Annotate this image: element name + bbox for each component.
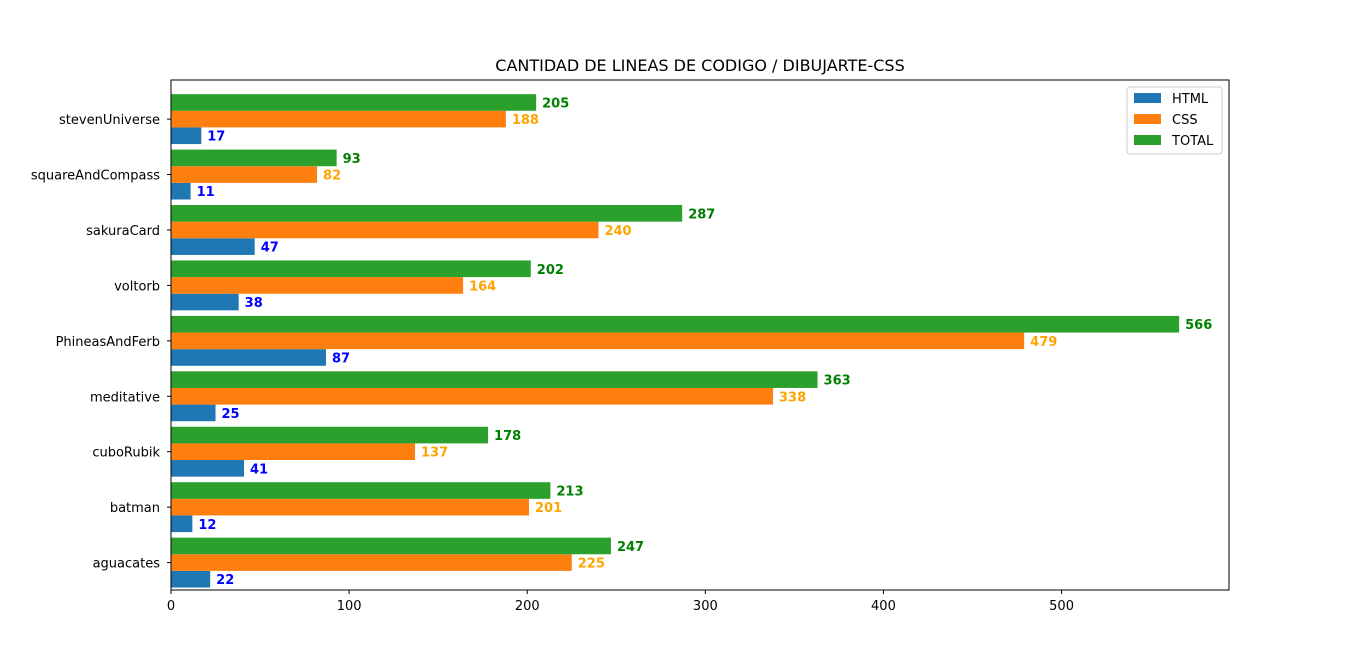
data-label-css-meditative: 338: [779, 390, 806, 405]
bar-total-squareAndCompass: [171, 149, 337, 167]
bar-css-batman: [171, 498, 530, 516]
data-label-html-voltorb: 38: [245, 296, 263, 311]
data-label-css-aguacates: 225: [578, 557, 605, 572]
bar-html-aguacates: [171, 570, 211, 588]
x-tick-label: 100: [337, 599, 362, 614]
y-tick-label: sakuraCard: [86, 224, 160, 239]
data-label-total-aguacates: 247: [617, 540, 644, 555]
data-label-total-meditative: 363: [824, 374, 851, 389]
data-label-html-stevenUniverse: 17: [207, 130, 225, 145]
bars-layer: [171, 94, 1180, 588]
x-tick-label: 500: [1049, 599, 1074, 614]
data-label-total-cuboRubik: 178: [494, 429, 521, 444]
y-tick-label: meditative: [90, 390, 160, 405]
data-label-css-stevenUniverse: 188: [512, 113, 539, 128]
data-label-css-batman: 201: [535, 501, 562, 516]
data-label-css-squareAndCompass: 82: [323, 169, 341, 184]
data-label-total-sakuraCard: 287: [688, 207, 715, 222]
bar-total-batman: [171, 482, 551, 499]
bar-total-voltorb: [171, 260, 531, 278]
bar-total-aguacates: [171, 537, 611, 555]
y-tick-label: batman: [110, 501, 160, 516]
y-tick-label: stevenUniverse: [59, 113, 160, 128]
legend: HTML CSS TOTAL: [1126, 86, 1223, 155]
legend-swatch-total: [1134, 135, 1161, 145]
data-label-css-voltorb: 164: [469, 279, 496, 294]
plot-frame: [170, 79, 1230, 591]
data-label-total-PhineasAndFerb: 566: [1185, 318, 1212, 333]
y-tick-label: voltorb: [114, 279, 160, 294]
data-label-total-squareAndCompass: 93: [343, 152, 361, 167]
chart-title: CANTIDAD DE LINEAS DE CODIGO / DIBUJARTE…: [495, 56, 904, 75]
legend-label-total: TOTAL: [1171, 134, 1214, 149]
bar-html-PhineasAndFerb: [171, 349, 326, 366]
bar-html-meditative: [171, 404, 216, 422]
data-label-html-meditative: 25: [222, 407, 240, 422]
bar-html-voltorb: [171, 293, 239, 311]
y-tick-label: squareAndCompass: [31, 169, 160, 184]
bar-css-cuboRubik: [171, 443, 416, 461]
legend-label-html: HTML: [1172, 92, 1209, 107]
bar-html-cuboRubik: [171, 460, 245, 477]
y-tick-label: PhineasAndFerb: [56, 335, 160, 350]
data-label-html-squareAndCompass: 11: [197, 185, 215, 200]
data-label-html-batman: 12: [198, 518, 216, 533]
data-label-total-batman: 213: [556, 485, 583, 500]
legend-swatch-css: [1134, 114, 1161, 124]
data-label-html-PhineasAndFerb: 87: [332, 351, 350, 366]
data-label-html-sakuraCard: 47: [261, 241, 279, 256]
data-label-css-cuboRubik: 137: [421, 446, 448, 461]
bar-html-stevenUniverse: [171, 127, 202, 145]
legend-swatch-html: [1134, 93, 1161, 103]
x-axis: 0 100 200 300 400 500: [167, 590, 1074, 614]
bar-html-sakuraCard: [171, 238, 255, 255]
y-tick-label: aguacates: [93, 557, 161, 572]
data-label-css-sakuraCard: 240: [604, 224, 631, 239]
y-axis: stevenUniverse squareAndCompass sakuraCard…: [31, 113, 171, 572]
y-tick-label: cuboRubik: [92, 446, 160, 461]
bar-css-stevenUniverse: [171, 110, 506, 128]
bar-total-cuboRubik: [171, 426, 489, 444]
bar-html-squareAndCompass: [171, 182, 191, 200]
data-label-css-PhineasAndFerb: 479: [1030, 335, 1057, 350]
bar-css-voltorb: [171, 277, 464, 294]
bar-total-stevenUniverse: [171, 94, 537, 111]
bar-total-PhineasAndFerb: [171, 315, 1180, 333]
data-label-html-aguacates: 22: [216, 573, 234, 588]
legend-label-css: CSS: [1172, 113, 1198, 128]
bar-css-squareAndCompass: [171, 166, 318, 183]
bar-css-PhineasAndFerb: [171, 332, 1025, 350]
data-label-html-cuboRubik: 41: [250, 462, 268, 477]
bar-css-sakuraCard: [171, 221, 599, 239]
bar-html-batman: [171, 515, 193, 533]
x-tick-label: 0: [167, 599, 175, 614]
data-label-total-stevenUniverse: 205: [542, 96, 569, 111]
bar-total-meditative: [171, 371, 818, 388]
x-tick-label: 200: [515, 599, 540, 614]
x-tick-label: 400: [871, 599, 896, 614]
x-tick-label: 300: [693, 599, 718, 614]
bar-css-aguacates: [171, 554, 572, 571]
bar-css-meditative: [171, 387, 774, 405]
bar-total-sakuraCard: [171, 205, 683, 222]
data-label-total-voltorb: 202: [537, 263, 564, 278]
data-labels-layer: 17 11 47 38 87 25 41 12 22 188 82 240 164 479 338 137 20…: [197, 96, 1213, 588]
